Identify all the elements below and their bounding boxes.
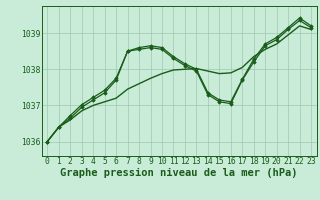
X-axis label: Graphe pression niveau de la mer (hPa): Graphe pression niveau de la mer (hPa) xyxy=(60,168,298,178)
